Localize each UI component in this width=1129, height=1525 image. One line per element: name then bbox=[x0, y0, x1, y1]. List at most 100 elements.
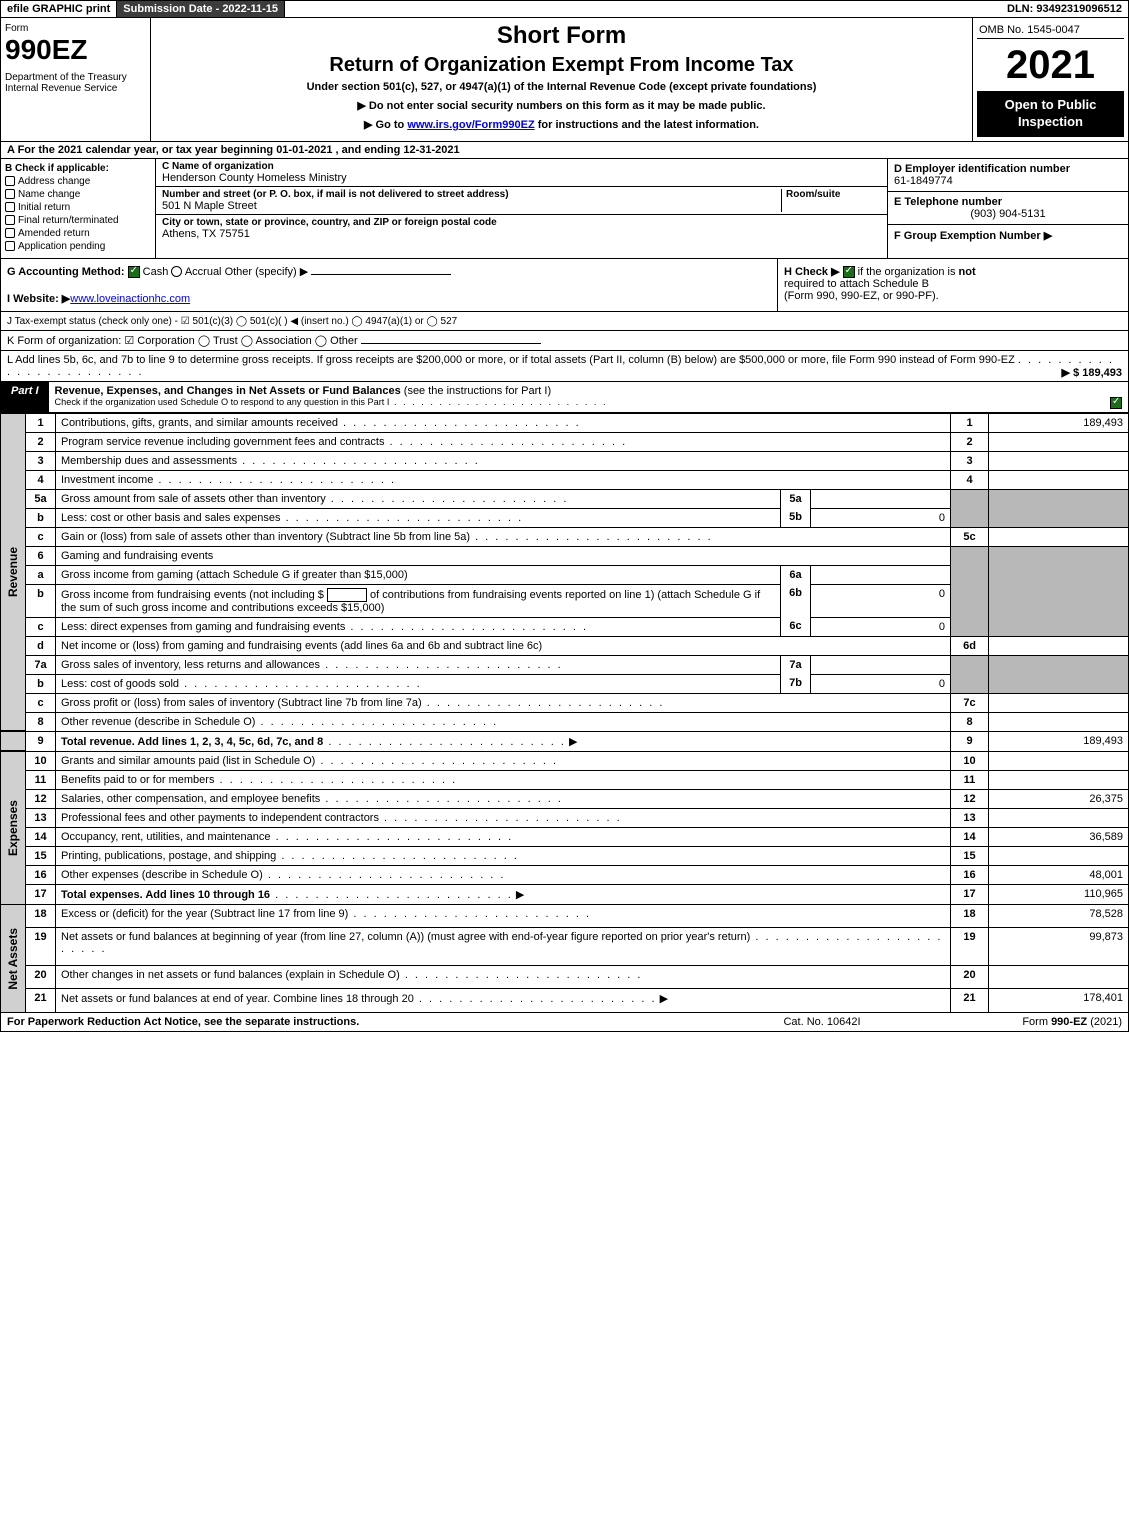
row-k: K Form of organization: ☑ Corporation ◯ … bbox=[0, 331, 1129, 351]
l7b-il: 7b bbox=[781, 674, 811, 693]
row-l: L Add lines 5b, 6c, and 7b to line 9 to … bbox=[0, 351, 1129, 382]
irs-link[interactable]: www.irs.gov/Form990EZ bbox=[407, 119, 534, 131]
l12-lncol: 12 bbox=[951, 789, 989, 808]
org-name-row: C Name of organization Henderson County … bbox=[156, 159, 887, 187]
l21-desc: Net assets or fund balances at end of ye… bbox=[56, 989, 951, 1013]
row-k-text: K Form of organization: ☑ Corporation ◯ … bbox=[7, 335, 358, 347]
l10-desc: Grants and similar amounts paid (list in… bbox=[56, 751, 951, 770]
section-bcdef: B Check if applicable: Address change Na… bbox=[0, 159, 1129, 259]
l11-num: 11 bbox=[26, 770, 56, 789]
cb-name-change[interactable]: Name change bbox=[5, 189, 151, 200]
l3-lncol: 3 bbox=[951, 451, 989, 470]
group-label: F Group Exemption Number ▶ bbox=[894, 230, 1052, 242]
l7b-num: b bbox=[26, 674, 56, 693]
omb-number: OMB No. 1545-0047 bbox=[977, 22, 1124, 39]
org-name-value: Henderson County Homeless Ministry bbox=[162, 172, 881, 184]
l16-desc: Other expenses (describe in Schedule O) bbox=[56, 865, 951, 884]
l6b-num: b bbox=[26, 584, 56, 617]
h-checkbox-icon[interactable] bbox=[843, 266, 855, 278]
l13-lncol: 13 bbox=[951, 808, 989, 827]
l4-lncol: 4 bbox=[951, 470, 989, 489]
cb-address-change[interactable]: Address change bbox=[5, 176, 151, 187]
irs-label: Internal Revenue Service bbox=[5, 83, 146, 94]
other-org-input[interactable] bbox=[361, 343, 541, 344]
cb-application-pending[interactable]: Application pending bbox=[5, 241, 151, 252]
col-b: B Check if applicable: Address change Na… bbox=[1, 159, 156, 258]
l20-lncol: 20 bbox=[951, 965, 989, 988]
l3-num: 3 bbox=[26, 451, 56, 470]
l9-lncol: 9 bbox=[951, 731, 989, 751]
l17-num: 17 bbox=[26, 884, 56, 904]
l7c-val bbox=[989, 693, 1129, 712]
row-l-amount: ▶ $ 189,493 bbox=[1062, 366, 1122, 379]
revenue-side-label: Revenue bbox=[1, 413, 26, 731]
city-row: City or town, state or province, country… bbox=[156, 215, 887, 242]
room-label: Room/suite bbox=[786, 189, 881, 200]
header-right-block: OMB No. 1545-0047 2021 Open to Public In… bbox=[973, 18, 1128, 141]
l19-num: 19 bbox=[26, 928, 56, 966]
l5a-num: 5a bbox=[26, 489, 56, 508]
l6b-desc: Gross income from fundraising events (no… bbox=[56, 584, 781, 617]
l17-desc: Total expenses. Add lines 10 through 16 … bbox=[56, 884, 951, 904]
catalog-number: Cat. No. 10642I bbox=[722, 1016, 922, 1028]
cb-final-return[interactable]: Final return/terminated bbox=[5, 215, 151, 226]
l21-val: 178,401 bbox=[989, 989, 1129, 1013]
l1-val: 189,493 bbox=[989, 413, 1129, 432]
topbar-spacer bbox=[285, 1, 1001, 17]
paperwork-notice: For Paperwork Reduction Act Notice, see … bbox=[7, 1016, 722, 1028]
l5ab-shade-val bbox=[989, 489, 1129, 527]
l6b-amount-input[interactable] bbox=[327, 588, 367, 602]
form-id-block: Form 990EZ Department of the Treasury In… bbox=[1, 18, 151, 141]
street-value: 501 N Maple Street bbox=[162, 200, 781, 212]
l15-num: 15 bbox=[26, 846, 56, 865]
l19-desc: Net assets or fund balances at beginning… bbox=[56, 928, 951, 966]
l14-val: 36,589 bbox=[989, 827, 1129, 846]
part-1-title: Revenue, Expenses, and Changes in Net As… bbox=[55, 385, 401, 397]
row-i: I Website: ▶www.loveinactionhc.com bbox=[7, 292, 771, 305]
cb-initial-return[interactable]: Initial return bbox=[5, 202, 151, 213]
l6a-iv bbox=[811, 565, 951, 584]
l20-num: 20 bbox=[26, 965, 56, 988]
other-specify-input[interactable] bbox=[311, 274, 451, 275]
accrual-checkbox-icon[interactable] bbox=[171, 266, 182, 277]
l7b-iv: 0 bbox=[811, 674, 951, 693]
form-title-block: Short Form Return of Organization Exempt… bbox=[151, 18, 973, 141]
l15-lncol: 15 bbox=[951, 846, 989, 865]
l7c-desc: Gross profit or (loss) from sales of inv… bbox=[56, 693, 951, 712]
l19-lncol: 19 bbox=[951, 928, 989, 966]
ein-value: 61-1849774 bbox=[894, 175, 1122, 187]
efile-label[interactable]: efile GRAPHIC print bbox=[1, 1, 117, 17]
col-c: C Name of organization Henderson County … bbox=[156, 159, 888, 258]
website-link[interactable]: www.loveinactionhc.com bbox=[70, 293, 190, 305]
form-number: 990EZ bbox=[5, 34, 146, 66]
l5a-desc: Gross amount from sale of assets other t… bbox=[56, 489, 781, 508]
phone-value: (903) 904-5131 bbox=[894, 208, 1122, 220]
dln-label: DLN: 93492319096512 bbox=[1001, 1, 1128, 17]
l6-shade-val bbox=[989, 546, 1129, 636]
submission-date-button[interactable]: Submission Date - 2022-11-15 bbox=[117, 1, 285, 17]
schedule-o-checkbox-icon[interactable] bbox=[1110, 397, 1122, 409]
l16-val: 48,001 bbox=[989, 865, 1129, 884]
l4-num: 4 bbox=[26, 470, 56, 489]
phone-row: E Telephone number (903) 904-5131 bbox=[888, 192, 1128, 225]
dept-label: Department of the Treasury bbox=[5, 72, 146, 83]
l17-lncol: 17 bbox=[951, 884, 989, 904]
l8-num: 8 bbox=[26, 712, 56, 731]
l6c-iv: 0 bbox=[811, 617, 951, 636]
city-value: Athens, TX 75751 bbox=[162, 228, 881, 240]
l9-val: 189,493 bbox=[989, 731, 1129, 751]
cb-amended[interactable]: Amended return bbox=[5, 228, 151, 239]
l6a-desc: Gross income from gaming (attach Schedul… bbox=[56, 565, 781, 584]
ein-label: D Employer identification number bbox=[894, 163, 1122, 175]
street-label: Number and street (or P. O. box, if mail… bbox=[162, 189, 781, 200]
col-g: G Accounting Method: Cash Accrual Other … bbox=[1, 259, 778, 311]
l5c-lncol: 5c bbox=[951, 527, 989, 546]
part-1-header: Part I Revenue, Expenses, and Changes in… bbox=[0, 382, 1129, 413]
page-footer: For Paperwork Reduction Act Notice, see … bbox=[0, 1013, 1129, 1032]
accrual-label: Accrual bbox=[182, 266, 224, 278]
group-exemption-row: F Group Exemption Number ▶ bbox=[888, 225, 1128, 246]
l5ab-shade bbox=[951, 489, 989, 527]
h-text-3: (Form 990, 990-EZ, or 990-PF). bbox=[784, 290, 1122, 302]
l14-desc: Occupancy, rent, utilities, and maintena… bbox=[56, 827, 951, 846]
cash-checkbox-icon[interactable] bbox=[128, 266, 140, 278]
